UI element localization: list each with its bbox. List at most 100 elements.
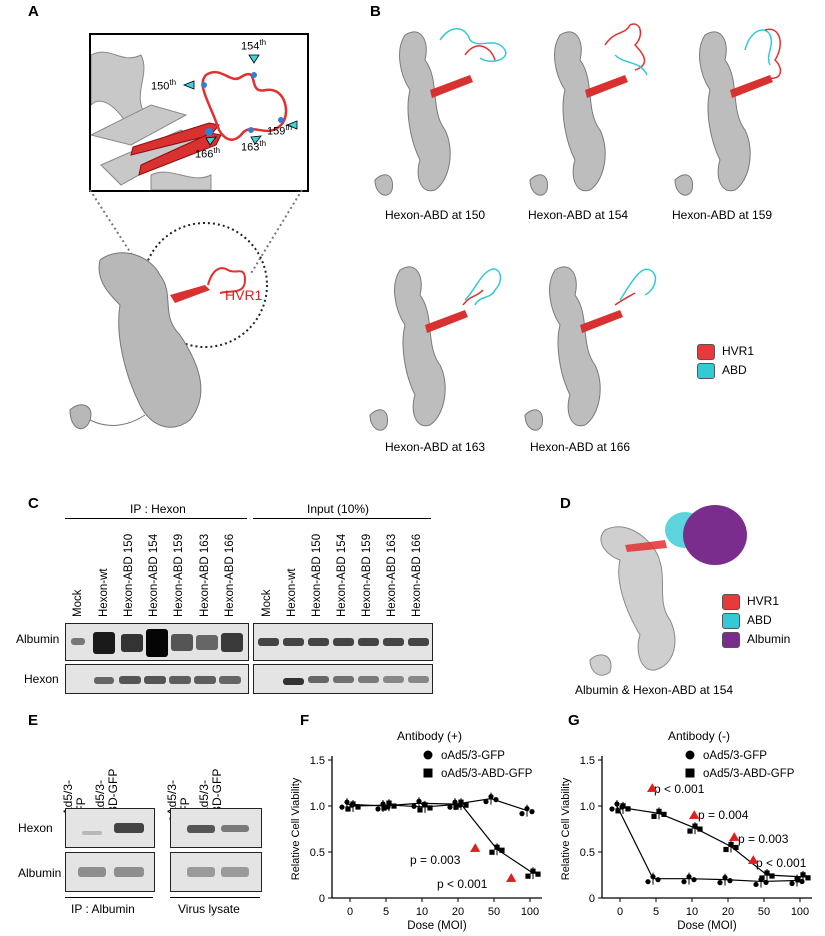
y-axis-label: Relative Cell Viability — [560, 777, 572, 880]
x-tick-label: 50 — [758, 906, 770, 918]
blot-lysate-hexon — [170, 808, 262, 848]
x-tick-label: 5 — [383, 906, 389, 918]
legend-label: oAd5/3-GFP — [703, 750, 767, 762]
legend-label: oAd5/3-ABD-GFP — [441, 768, 533, 780]
data-point — [620, 803, 626, 809]
significance-arrow-icon — [506, 873, 517, 882]
x-tick-label: 100 — [791, 906, 809, 918]
p-value-annotation: p < 0.001 — [756, 856, 807, 870]
data-point — [422, 802, 428, 808]
hexon-full-structure — [69, 189, 303, 430]
lane-label: Mock — [261, 589, 273, 617]
p-value-annotation: p = 0.003 — [410, 853, 461, 867]
viability-chart-antibody-plus: 0 0.5 1.0 1.5 0 5 10 20 50 100 Dose (MOI) Relative … — [290, 729, 542, 932]
x-tick-label: 0 — [347, 906, 353, 918]
x-tick-label: 10 — [416, 906, 428, 918]
x-axis-label: Dose (MOI) — [677, 920, 737, 932]
legend-label: oAd5/3-GFP — [441, 750, 505, 762]
blot-input-albumin — [253, 623, 433, 661]
lane-label: Hexon-ABD 154 — [336, 533, 348, 617]
legend-label-hvr1: HVR1 — [747, 594, 780, 608]
lane-label: Hexon-ABD 159 — [173, 533, 185, 617]
data-point — [427, 805, 433, 811]
site-label-154: 154th — [241, 38, 267, 53]
data-point — [650, 874, 656, 880]
caption-abd-163: Hexon-ABD at 163 — [385, 440, 486, 454]
legend-marker-square — [423, 768, 433, 778]
data-point — [727, 878, 733, 884]
x-tick-label: 5 — [653, 906, 659, 918]
group-label-virus-lysate: Virus lysate — [178, 902, 240, 916]
data-point — [524, 806, 530, 812]
data-point — [800, 872, 806, 878]
lane-label: Hexon-ABD 159 — [361, 533, 373, 617]
group-label-input: Input (10%) — [307, 502, 370, 516]
y-tick-label: 1.5 — [580, 755, 595, 767]
x-tick-label: 10 — [686, 906, 698, 918]
data-point — [499, 847, 505, 853]
chart-title: Antibody (+) — [397, 729, 462, 743]
x-tick-label: 0 — [617, 906, 623, 918]
hvr1-zoom-structure — [91, 51, 298, 190]
site-label-166: 166th — [195, 146, 221, 161]
data-point — [769, 873, 775, 879]
significance-arrow-icon — [647, 783, 658, 792]
data-point — [488, 794, 494, 800]
data-point — [651, 813, 657, 819]
y-tick-label: 0.5 — [580, 847, 595, 859]
data-point — [728, 841, 734, 848]
data-point — [458, 799, 464, 805]
site-label-150: 150th — [151, 78, 177, 93]
legend-label-albumin: Albumin — [747, 632, 791, 646]
panel-label-a: A — [28, 3, 39, 20]
group-label-ip-hexon: IP : Hexon — [130, 502, 186, 516]
data-point — [687, 828, 693, 834]
panel-label-c: C — [28, 495, 39, 512]
group-line-lysate — [170, 897, 260, 898]
data-point — [345, 806, 351, 812]
row-label-albumin: Albumin — [16, 632, 60, 646]
data-point — [381, 805, 387, 811]
data-point — [763, 879, 769, 886]
blot-ip-albumin — [65, 623, 249, 661]
blot-lysate-albumin — [170, 852, 262, 892]
data-point — [355, 804, 361, 810]
data-point — [489, 849, 495, 855]
caption-albumin-hexon-abd: Albumin & Hexon-ABD at 154 — [575, 683, 734, 697]
significance-arrow-icon — [748, 855, 759, 864]
data-point — [416, 798, 422, 804]
data-point — [615, 808, 621, 814]
x-tick-label: 20 — [722, 906, 734, 918]
lane-label: Mock — [72, 589, 84, 617]
data-point — [805, 875, 811, 881]
structure-abd-154 — [529, 23, 648, 196]
row-label-albumin: Albumin — [18, 866, 62, 880]
legend-swatch-abd — [697, 363, 715, 379]
site-label-163: 163th — [241, 139, 267, 154]
data-point — [609, 806, 615, 812]
y-tick-label: 0 — [319, 893, 325, 905]
structure-abd-163 — [369, 266, 502, 431]
data-point — [519, 811, 525, 817]
data-point — [483, 799, 489, 805]
chart-title: Antibody (-) — [668, 729, 730, 743]
site-150-arrow-icon — [182, 80, 195, 90]
data-point — [339, 804, 345, 810]
data-point — [717, 880, 723, 886]
data-point — [452, 799, 458, 805]
y-axis-label: Relative Cell Viability — [290, 777, 302, 880]
y-tick-label: 1.5 — [310, 755, 325, 767]
data-point — [529, 809, 535, 815]
significance-arrow-icon — [729, 832, 740, 841]
data-point — [692, 823, 698, 829]
lane-label: Hexon-ABD 150 — [311, 533, 323, 617]
x-tick-label: 50 — [488, 906, 500, 918]
data-point — [417, 807, 423, 813]
data-point — [697, 826, 703, 832]
data-point — [722, 875, 728, 881]
lane-label: Hexon-ABD 150 — [123, 533, 135, 617]
lane-label: Hexon-ABD 166 — [224, 533, 236, 617]
p-value-annotation: p < 0.001 — [654, 782, 705, 796]
caption-abd-150: Hexon-ABD at 150 — [385, 208, 486, 222]
hvr1-zoom-inset: 150th 154th 159th 166th 163th — [89, 33, 309, 192]
